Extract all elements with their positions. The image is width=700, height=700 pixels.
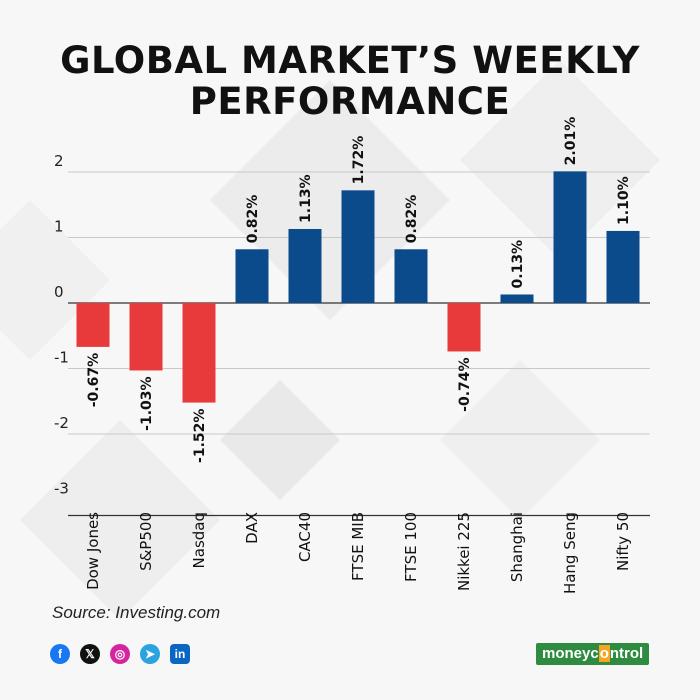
data-label: -1.52% [192,409,208,463]
data-label: -0.74% [457,357,473,411]
data-label: 1.10% [616,176,632,225]
data-label: 0.82% [404,195,420,244]
bar [394,249,428,303]
data-label: 0.13% [510,240,526,289]
category-label: CAC40 [296,512,314,562]
bar [553,171,587,303]
category-label: FTSE 100 [402,512,420,582]
title-line-2: PERFORMANCE [189,80,511,123]
category-label: Nifty 50 [614,512,632,571]
page-title: GLOBAL MARKET’S WEEKLY PERFORMANCE [0,40,700,122]
data-label: 0.82% [245,195,261,244]
brand-part-1: money [542,645,591,662]
data-label: -1.03% [139,376,155,430]
bar [182,303,216,403]
bar [129,303,163,371]
telegram-icon[interactable]: ➤ [140,644,160,664]
category-label: Hang Seng [561,512,579,594]
category-label: Dow Jones [84,512,102,590]
bar [76,303,110,347]
bar [606,230,640,303]
data-label: 1.13% [298,174,314,223]
y-tick-label: 2 [54,152,64,170]
category-label: Shanghai [508,512,526,582]
title-line-1: GLOBAL MARKET’S WEEKLY [60,39,640,82]
bar [447,303,481,352]
y-tick-label: 0 [54,283,64,301]
category-label: FTSE MIB [349,512,367,581]
data-label: 2.01% [563,117,579,166]
data-label: 1.72% [351,136,367,185]
social-links: f 𝕏 ◎ ➤ in [50,644,190,664]
linkedin-icon[interactable]: in [170,644,190,664]
brand-part-2: c [590,645,599,662]
y-tick-label: -1 [54,349,69,367]
category-label: Nasdaq [190,512,208,568]
category-label: Nikkei 225 [455,512,473,591]
data-label: -0.67% [86,353,102,407]
y-tick-label: -2 [54,414,69,432]
instagram-icon[interactable]: ◎ [110,644,130,664]
y-tick-label: -3 [54,480,69,498]
brand-part-3: o [598,645,610,662]
bar [288,228,322,303]
x-icon[interactable]: 𝕏 [80,644,100,664]
brand-part-4: ntrol [609,645,644,662]
source-note: Source: Investing.com [52,603,221,622]
facebook-icon[interactable]: f [50,644,70,664]
y-tick-label: 1 [54,218,64,236]
category-label: S&P500 [137,512,155,571]
bar [500,294,534,303]
bar [235,249,269,303]
bar [341,190,375,303]
category-label: DAX [243,512,261,544]
brand-logo: moneycontrol [536,643,650,665]
